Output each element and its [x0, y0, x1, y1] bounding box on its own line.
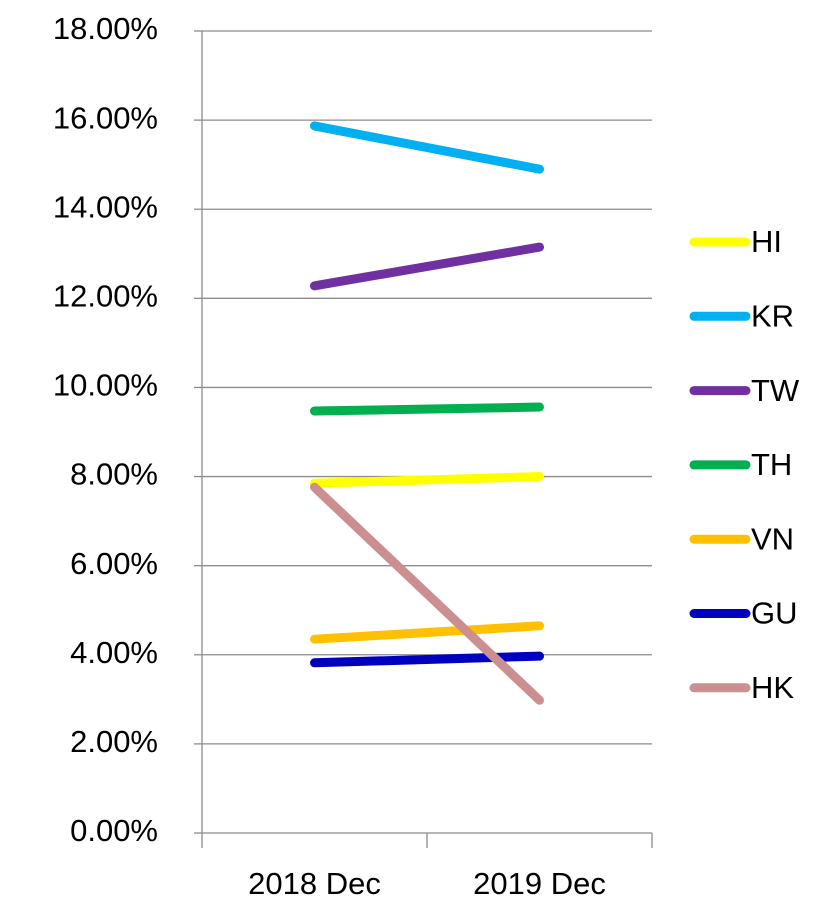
y-tick-label: 18.00%	[53, 11, 158, 46]
legend-label: KR	[751, 298, 794, 333]
series-line	[310, 402, 544, 416]
legend-label: HK	[751, 670, 794, 705]
x-tick-label: 2018 Dec	[248, 866, 381, 901]
legend-label: TW	[751, 373, 800, 408]
series-line	[310, 121, 544, 174]
y-tick-label: 10.00%	[53, 368, 158, 403]
legend-label: VN	[751, 521, 794, 556]
series-line	[310, 651, 544, 668]
series-line	[310, 621, 544, 644]
x-tick-label: 2019 Dec	[473, 866, 606, 901]
legend-label: GU	[751, 596, 798, 631]
series-line	[310, 482, 544, 705]
y-tick-label: 0.00%	[70, 813, 158, 848]
series-line	[310, 242, 544, 291]
y-tick-label: 12.00%	[53, 279, 158, 314]
series-line	[310, 472, 544, 488]
legend-label: TH	[751, 447, 792, 482]
y-tick-label: 16.00%	[53, 100, 158, 135]
legend-label: HI	[751, 224, 782, 259]
y-tick-label: 4.00%	[70, 635, 158, 670]
y-tick-label: 2.00%	[70, 724, 158, 759]
y-tick-label: 14.00%	[53, 189, 158, 224]
y-tick-label: 8.00%	[70, 457, 158, 492]
y-tick-label: 6.00%	[70, 546, 158, 581]
